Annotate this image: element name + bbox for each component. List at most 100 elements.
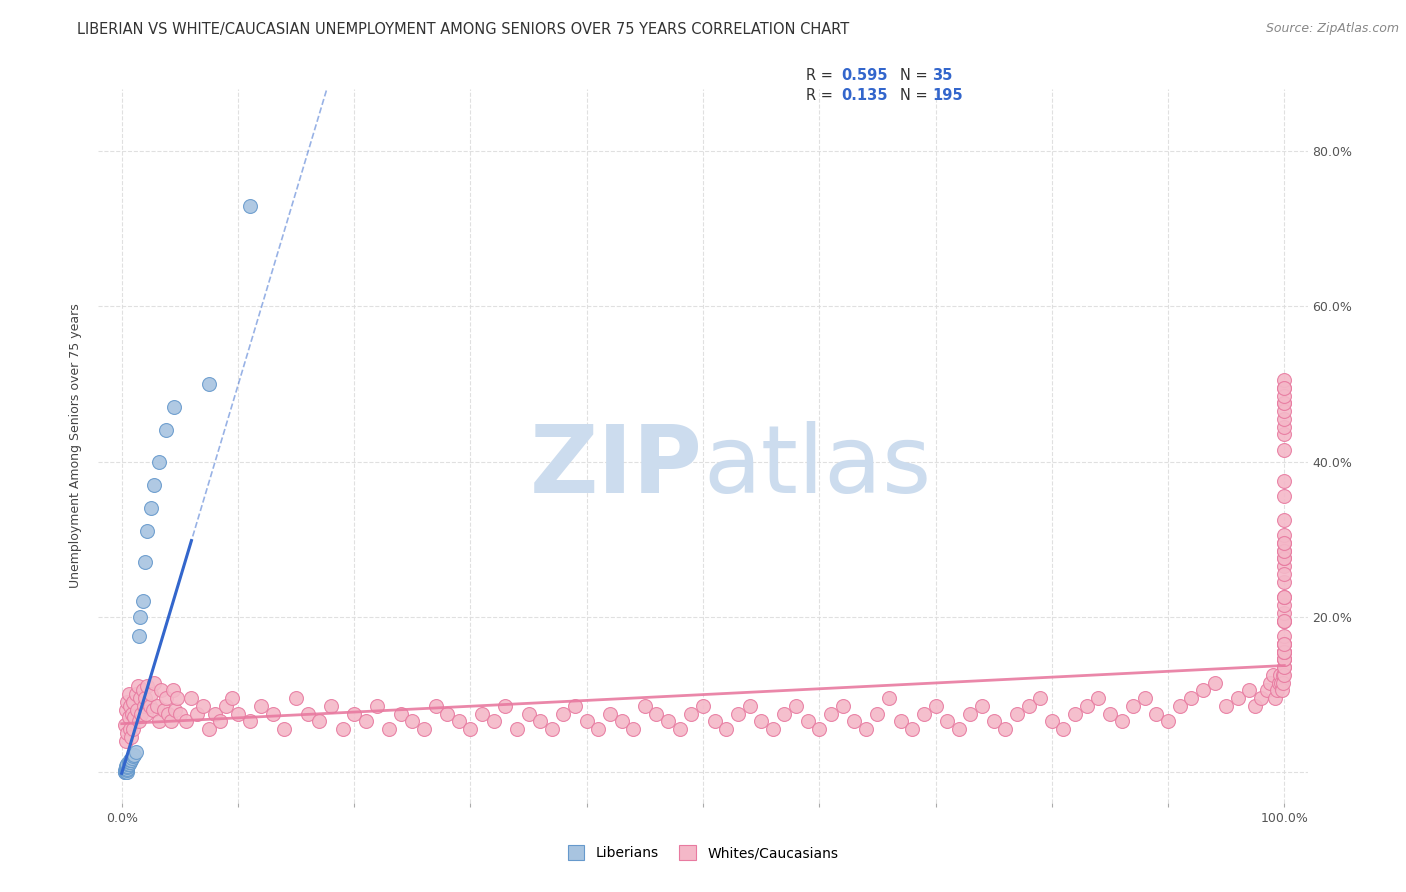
Point xyxy=(1272,404,1295,418)
Point xyxy=(517,706,540,721)
Point xyxy=(1272,373,1295,387)
Point xyxy=(738,698,761,713)
Point xyxy=(1076,698,1098,713)
Point xyxy=(866,706,889,721)
Point xyxy=(145,698,167,713)
Point xyxy=(1111,714,1133,729)
Point xyxy=(114,764,136,779)
Point xyxy=(121,751,143,765)
Point xyxy=(122,749,145,764)
Point xyxy=(749,714,772,729)
Point xyxy=(117,763,139,777)
Point xyxy=(808,722,831,736)
Point xyxy=(169,706,191,721)
Point xyxy=(131,706,153,721)
Point xyxy=(143,477,166,491)
Point xyxy=(155,424,177,438)
Point xyxy=(1272,606,1295,620)
Point xyxy=(124,745,146,759)
Point xyxy=(1087,691,1109,706)
Point xyxy=(460,722,482,736)
Point xyxy=(1272,419,1295,434)
Point xyxy=(117,758,139,772)
Point xyxy=(471,706,494,721)
Point xyxy=(959,706,981,721)
Point xyxy=(163,401,186,415)
Point xyxy=(215,698,238,713)
Point xyxy=(1272,566,1295,581)
Text: 0.595: 0.595 xyxy=(841,69,887,83)
Point xyxy=(1272,442,1295,457)
Point xyxy=(668,722,690,736)
Point xyxy=(877,691,900,706)
Point xyxy=(117,764,139,779)
Point xyxy=(122,695,145,709)
Point xyxy=(128,714,150,729)
Point xyxy=(117,757,139,772)
Point xyxy=(1180,691,1202,706)
Text: Source: ZipAtlas.com: Source: ZipAtlas.com xyxy=(1265,22,1399,36)
Point xyxy=(1144,706,1167,721)
Point xyxy=(436,706,458,721)
Point xyxy=(1272,644,1295,658)
Point xyxy=(681,706,703,721)
Point xyxy=(139,687,162,701)
Point xyxy=(118,687,141,701)
Point xyxy=(716,722,738,736)
Point xyxy=(401,714,423,729)
Point xyxy=(136,680,159,694)
Point xyxy=(115,760,138,774)
Point xyxy=(198,376,221,391)
Point xyxy=(890,714,912,729)
Point xyxy=(115,703,138,717)
Point xyxy=(1018,698,1040,713)
Point xyxy=(1272,652,1295,666)
Text: 35: 35 xyxy=(932,69,952,83)
Point xyxy=(128,629,150,643)
Point xyxy=(1272,427,1295,442)
Point xyxy=(1157,714,1180,729)
Point xyxy=(118,756,141,770)
Point xyxy=(1272,543,1295,558)
Point xyxy=(131,594,153,608)
Point xyxy=(204,706,226,721)
Point xyxy=(122,722,145,736)
Point xyxy=(1272,412,1295,426)
Point xyxy=(1260,675,1282,690)
Point xyxy=(297,706,319,721)
Point xyxy=(1052,722,1074,736)
Point xyxy=(1239,683,1261,698)
Point xyxy=(1250,691,1272,706)
Point xyxy=(124,710,146,724)
Point xyxy=(125,703,148,717)
Point xyxy=(703,714,725,729)
Point xyxy=(250,698,273,713)
Point xyxy=(796,714,818,729)
Point xyxy=(1272,614,1295,628)
Point xyxy=(970,698,993,713)
Point xyxy=(285,691,308,706)
Point xyxy=(1272,668,1295,682)
Point xyxy=(564,698,586,713)
Text: 195: 195 xyxy=(932,88,963,103)
Point xyxy=(114,718,136,732)
Point xyxy=(482,714,505,729)
Point xyxy=(1267,675,1289,690)
Point xyxy=(134,555,156,569)
Point xyxy=(117,726,139,740)
Point xyxy=(162,683,184,698)
Point xyxy=(121,706,143,721)
Point xyxy=(191,698,214,713)
Point xyxy=(1272,652,1295,666)
Point xyxy=(1272,574,1295,589)
Point xyxy=(1272,668,1295,682)
Point xyxy=(844,714,866,729)
Point xyxy=(1272,644,1295,658)
Point xyxy=(262,706,284,721)
Legend: Liberians, Whites/Caucasians: Liberians, Whites/Caucasians xyxy=(561,838,845,867)
Point xyxy=(1272,551,1295,566)
Point xyxy=(1272,559,1295,574)
Point xyxy=(773,706,796,721)
Point xyxy=(1168,698,1191,713)
Text: N =: N = xyxy=(900,69,932,83)
